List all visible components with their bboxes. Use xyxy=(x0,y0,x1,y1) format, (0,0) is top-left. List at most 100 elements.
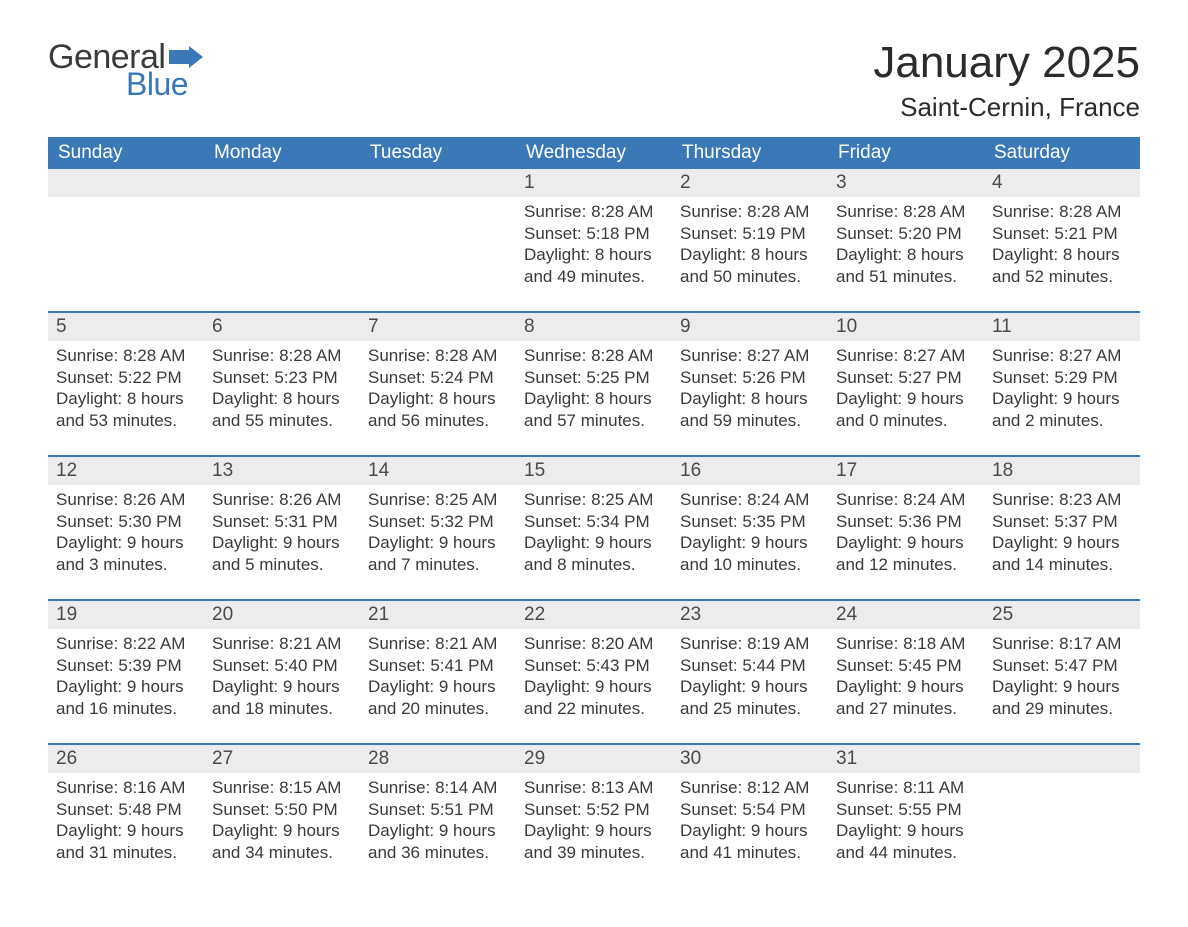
calendar-day: 18Sunrise: 8:23 AMSunset: 5:37 PMDayligh… xyxy=(984,457,1140,599)
day-body: Sunrise: 8:27 AMSunset: 5:29 PMDaylight:… xyxy=(984,341,1140,440)
sunrise-line: Sunrise: 8:13 AM xyxy=(524,777,664,799)
sunset-line: Sunset: 5:23 PM xyxy=(212,367,352,389)
calendar: SundayMondayTuesdayWednesdayThursdayFrid… xyxy=(48,137,1140,887)
day-body: Sunrise: 8:12 AMSunset: 5:54 PMDaylight:… xyxy=(672,773,828,872)
daylight-line: Daylight: 9 hours and 36 minutes. xyxy=(368,820,508,864)
month-title: January 2025 xyxy=(873,40,1140,86)
sunrise-line: Sunrise: 8:18 AM xyxy=(836,633,976,655)
sunrise-line: Sunrise: 8:19 AM xyxy=(680,633,820,655)
calendar-day xyxy=(984,745,1140,887)
sunrise-line: Sunrise: 8:28 AM xyxy=(680,201,820,223)
sunset-line: Sunset: 5:55 PM xyxy=(836,799,976,821)
calendar-day: 13Sunrise: 8:26 AMSunset: 5:31 PMDayligh… xyxy=(204,457,360,599)
sunset-line: Sunset: 5:19 PM xyxy=(680,223,820,245)
calendar-day: 6Sunrise: 8:28 AMSunset: 5:23 PMDaylight… xyxy=(204,313,360,455)
sunset-line: Sunset: 5:20 PM xyxy=(836,223,976,245)
sunset-line: Sunset: 5:48 PM xyxy=(56,799,196,821)
day-number: 12 xyxy=(48,457,204,485)
day-number: 3 xyxy=(828,169,984,197)
daylight-line: Daylight: 9 hours and 22 minutes. xyxy=(524,676,664,720)
day-number: 2 xyxy=(672,169,828,197)
calendar-day: 24Sunrise: 8:18 AMSunset: 5:45 PMDayligh… xyxy=(828,601,984,743)
day-body: Sunrise: 8:27 AMSunset: 5:27 PMDaylight:… xyxy=(828,341,984,440)
day-number xyxy=(984,745,1140,773)
day-body xyxy=(984,773,1140,785)
sunset-line: Sunset: 5:29 PM xyxy=(992,367,1132,389)
calendar-day: 7Sunrise: 8:28 AMSunset: 5:24 PMDaylight… xyxy=(360,313,516,455)
sunrise-line: Sunrise: 8:21 AM xyxy=(368,633,508,655)
day-body: Sunrise: 8:15 AMSunset: 5:50 PMDaylight:… xyxy=(204,773,360,872)
sunrise-line: Sunrise: 8:24 AM xyxy=(836,489,976,511)
sunset-line: Sunset: 5:30 PM xyxy=(56,511,196,533)
sunrise-line: Sunrise: 8:12 AM xyxy=(680,777,820,799)
day-number: 23 xyxy=(672,601,828,629)
calendar-week: 5Sunrise: 8:28 AMSunset: 5:22 PMDaylight… xyxy=(48,311,1140,455)
day-number xyxy=(204,169,360,197)
sunset-line: Sunset: 5:24 PM xyxy=(368,367,508,389)
day-number: 24 xyxy=(828,601,984,629)
weekday-header: Wednesday xyxy=(516,137,672,169)
daylight-line: Daylight: 9 hours and 16 minutes. xyxy=(56,676,196,720)
day-body: Sunrise: 8:28 AMSunset: 5:21 PMDaylight:… xyxy=(984,197,1140,296)
sunset-line: Sunset: 5:36 PM xyxy=(836,511,976,533)
calendar-day: 10Sunrise: 8:27 AMSunset: 5:27 PMDayligh… xyxy=(828,313,984,455)
weekday-header: Friday xyxy=(828,137,984,169)
daylight-line: Daylight: 9 hours and 20 minutes. xyxy=(368,676,508,720)
daylight-line: Daylight: 9 hours and 7 minutes. xyxy=(368,532,508,576)
daylight-line: Daylight: 8 hours and 59 minutes. xyxy=(680,388,820,432)
sunset-line: Sunset: 5:34 PM xyxy=(524,511,664,533)
sunrise-line: Sunrise: 8:15 AM xyxy=(212,777,352,799)
sunset-line: Sunset: 5:45 PM xyxy=(836,655,976,677)
calendar-day: 4Sunrise: 8:28 AMSunset: 5:21 PMDaylight… xyxy=(984,169,1140,311)
weekday-header: Saturday xyxy=(984,137,1140,169)
day-number: 15 xyxy=(516,457,672,485)
sunset-line: Sunset: 5:21 PM xyxy=(992,223,1132,245)
sunrise-line: Sunrise: 8:28 AM xyxy=(524,345,664,367)
calendar-day: 12Sunrise: 8:26 AMSunset: 5:30 PMDayligh… xyxy=(48,457,204,599)
sunrise-line: Sunrise: 8:27 AM xyxy=(836,345,976,367)
weekday-header-row: SundayMondayTuesdayWednesdayThursdayFrid… xyxy=(48,137,1140,169)
day-body: Sunrise: 8:28 AMSunset: 5:24 PMDaylight:… xyxy=(360,341,516,440)
sunrise-line: Sunrise: 8:28 AM xyxy=(524,201,664,223)
day-number: 28 xyxy=(360,745,516,773)
day-body: Sunrise: 8:24 AMSunset: 5:36 PMDaylight:… xyxy=(828,485,984,584)
sunset-line: Sunset: 5:39 PM xyxy=(56,655,196,677)
daylight-line: Daylight: 8 hours and 50 minutes. xyxy=(680,244,820,288)
sunset-line: Sunset: 5:37 PM xyxy=(992,511,1132,533)
day-body: Sunrise: 8:23 AMSunset: 5:37 PMDaylight:… xyxy=(984,485,1140,584)
day-body: Sunrise: 8:18 AMSunset: 5:45 PMDaylight:… xyxy=(828,629,984,728)
calendar-day: 3Sunrise: 8:28 AMSunset: 5:20 PMDaylight… xyxy=(828,169,984,311)
calendar-day: 20Sunrise: 8:21 AMSunset: 5:40 PMDayligh… xyxy=(204,601,360,743)
sunrise-line: Sunrise: 8:26 AM xyxy=(212,489,352,511)
day-body xyxy=(48,197,204,209)
day-body: Sunrise: 8:28 AMSunset: 5:20 PMDaylight:… xyxy=(828,197,984,296)
calendar-week: 12 Sunrise: 8:26 AM Sunset: 5:30 PM Dayligh… xyxy=(48,455,1140,599)
daylight-line: Daylight: 9 hours and 31 minutes. xyxy=(56,820,196,864)
calendar-day: 9Sunrise: 8:27 AMSunset: 5:26 PMDaylight… xyxy=(672,313,828,455)
day-body: Sunrise: 8:22 AMSunset: 5:39 PMDaylight:… xyxy=(48,629,204,728)
day-body: Sunrise: 8:24 AMSunset: 5:35 PMDaylight:… xyxy=(672,485,828,584)
logo: General Blue xyxy=(48,40,203,100)
day-number: 13 xyxy=(204,457,360,485)
sunrise-line: Sunrise: 8:16 AM xyxy=(56,777,196,799)
calendar-day: 28Sunrise: 8:14 AMSunset: 5:51 PMDayligh… xyxy=(360,745,516,887)
day-body: Sunrise: 8:21 AMSunset: 5:40 PMDaylight:… xyxy=(204,629,360,728)
daylight-line: Daylight: 9 hours and 8 minutes. xyxy=(524,532,664,576)
day-body: Sunrise: 8:19 AMSunset: 5:44 PMDaylight:… xyxy=(672,629,828,728)
sunrise-line: Sunrise: 8:20 AM xyxy=(524,633,664,655)
calendar-week: 1Sunrise: 8:28 AMSunset: 5:18 PMDaylight… xyxy=(48,169,1140,311)
day-body xyxy=(360,197,516,209)
day-body: Sunrise: 8:17 AMSunset: 5:47 PMDaylight:… xyxy=(984,629,1140,728)
daylight-line: Daylight: 8 hours and 57 minutes. xyxy=(524,388,664,432)
day-number: 11 xyxy=(984,313,1140,341)
daylight-line: Daylight: 9 hours and 44 minutes. xyxy=(836,820,976,864)
sunrise-line: Sunrise: 8:11 AM xyxy=(836,777,976,799)
day-number xyxy=(360,169,516,197)
calendar-day: 26Sunrise: 8:16 AMSunset: 5:48 PMDayligh… xyxy=(48,745,204,887)
header: General Blue January 2025 Saint-Cernin, … xyxy=(48,40,1140,123)
day-number: 20 xyxy=(204,601,360,629)
sunset-line: Sunset: 5:31 PM xyxy=(212,511,352,533)
day-number: 31 xyxy=(828,745,984,773)
sunset-line: Sunset: 5:41 PM xyxy=(368,655,508,677)
calendar-day: 19Sunrise: 8:22 AMSunset: 5:39 PMDayligh… xyxy=(48,601,204,743)
